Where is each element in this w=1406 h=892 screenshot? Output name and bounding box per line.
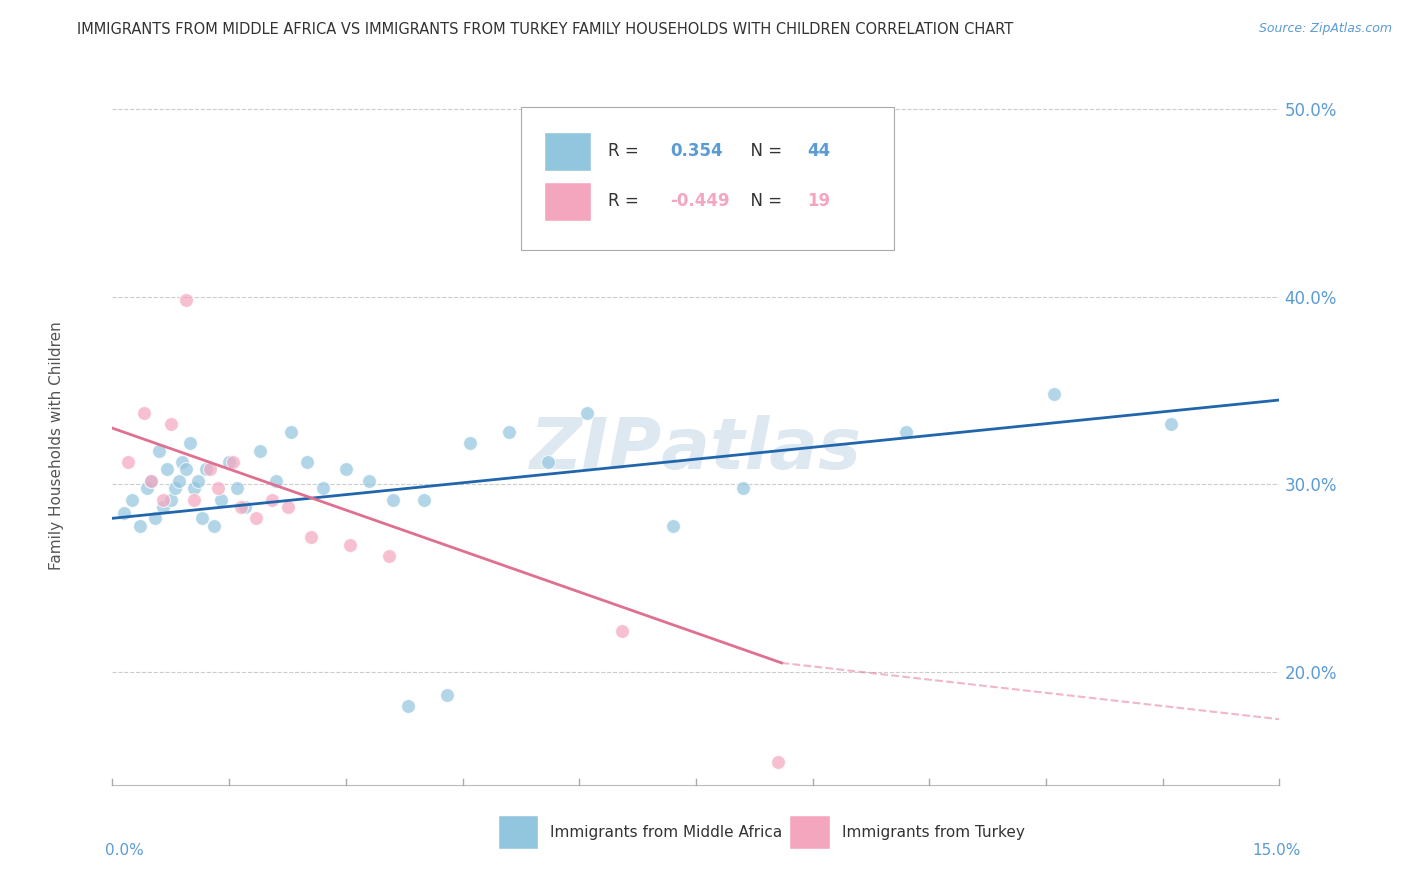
Text: 44: 44 <box>807 143 830 161</box>
Bar <box>789 815 830 849</box>
Point <box>396 699 419 714</box>
Point <box>335 462 357 476</box>
Point <box>260 492 283 507</box>
Point <box>183 492 205 507</box>
Text: IMMIGRANTS FROM MIDDLE AFRICA VS IMMIGRANTS FROM TURKEY FAMILY HOUSEHOLDS WITH C: IMMIGRANTS FROM MIDDLE AFRICA VS IMMIGRA… <box>77 22 1014 37</box>
Text: N =: N = <box>741 143 787 161</box>
Point <box>207 481 229 495</box>
Point <box>245 511 267 525</box>
Text: R =: R = <box>609 143 644 161</box>
Point <box>143 511 166 525</box>
Point <box>377 549 399 563</box>
Bar <box>498 815 538 849</box>
Point <box>731 481 754 495</box>
Point <box>176 462 198 476</box>
Text: N =: N = <box>741 193 787 211</box>
Point <box>249 443 271 458</box>
Point <box>280 425 302 439</box>
Text: Source: ZipAtlas.com: Source: ZipAtlas.com <box>1258 22 1392 36</box>
Point <box>359 474 381 488</box>
Point <box>537 455 560 469</box>
Point <box>894 425 917 439</box>
Point <box>299 530 322 544</box>
Point <box>209 492 232 507</box>
Point <box>218 455 240 469</box>
Point <box>167 474 190 488</box>
Point <box>766 756 789 770</box>
Text: Family Households with Children: Family Households with Children <box>49 322 63 570</box>
Point <box>132 406 155 420</box>
Point <box>311 481 333 495</box>
Point <box>141 474 163 488</box>
Point <box>179 436 201 450</box>
Point <box>176 293 198 308</box>
Point <box>436 688 458 702</box>
Point <box>412 492 434 507</box>
Point <box>233 500 256 514</box>
Point <box>202 518 225 533</box>
Text: R =: R = <box>609 193 644 211</box>
Text: Immigrants from Turkey: Immigrants from Turkey <box>842 824 1025 839</box>
Text: 0.354: 0.354 <box>671 143 723 161</box>
Bar <box>544 182 591 221</box>
Text: Immigrants from Middle Africa: Immigrants from Middle Africa <box>550 824 782 839</box>
Point <box>381 492 404 507</box>
Text: -0.449: -0.449 <box>671 193 730 211</box>
Point <box>264 474 287 488</box>
Point <box>222 455 245 469</box>
Point <box>460 436 482 450</box>
Point <box>187 474 209 488</box>
Point <box>1160 417 1182 432</box>
Point <box>163 481 186 495</box>
Text: ZIP​atlas: ZIP​atlas <box>530 415 862 484</box>
Point <box>152 492 174 507</box>
Point <box>610 624 633 638</box>
Point <box>141 474 163 488</box>
Point <box>198 462 221 476</box>
Point <box>112 506 135 520</box>
Point <box>295 455 318 469</box>
Point <box>498 425 520 439</box>
Point <box>229 500 252 514</box>
Point <box>160 492 183 507</box>
Point <box>194 462 217 476</box>
Point <box>160 417 183 432</box>
Point <box>156 462 179 476</box>
Text: 0.0%: 0.0% <box>105 843 145 858</box>
Point <box>276 500 298 514</box>
Text: 19: 19 <box>807 193 830 211</box>
Point <box>121 492 143 507</box>
Point <box>226 481 249 495</box>
Point <box>183 481 205 495</box>
Point <box>148 443 170 458</box>
Point <box>339 538 361 552</box>
Point <box>1043 387 1066 401</box>
Point <box>152 500 174 514</box>
Point <box>191 511 214 525</box>
Text: 15.0%: 15.0% <box>1253 843 1301 858</box>
FancyBboxPatch shape <box>520 107 894 250</box>
Point <box>117 455 139 469</box>
Bar <box>544 132 591 171</box>
Point <box>128 518 150 533</box>
Point <box>576 406 599 420</box>
Point <box>661 518 683 533</box>
Point <box>136 481 159 495</box>
Point <box>172 455 194 469</box>
